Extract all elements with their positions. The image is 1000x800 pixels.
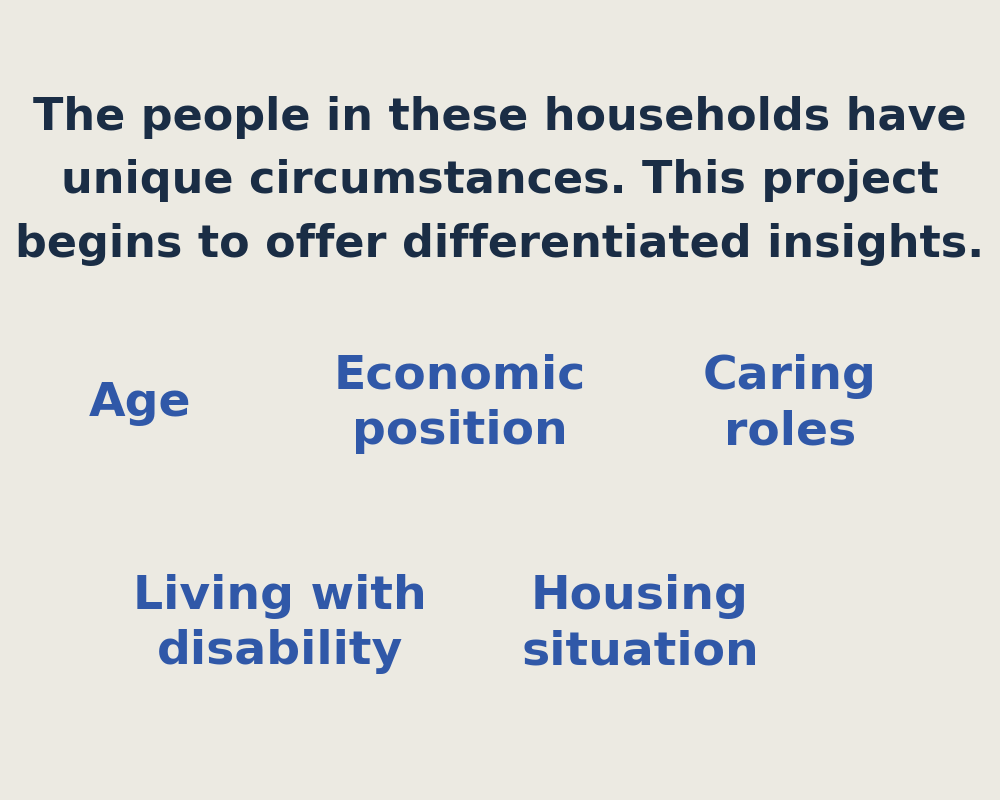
Text: The people in these households have
unique circumstances. This project
begins to: The people in these households have uniq… [15,96,985,266]
Text: Housing
situation: Housing situation [521,574,759,674]
Text: Caring
roles: Caring roles [703,354,877,454]
Text: Age: Age [89,382,191,426]
Text: Economic
position: Economic position [334,354,586,454]
Text: Living with
disability: Living with disability [133,574,427,674]
